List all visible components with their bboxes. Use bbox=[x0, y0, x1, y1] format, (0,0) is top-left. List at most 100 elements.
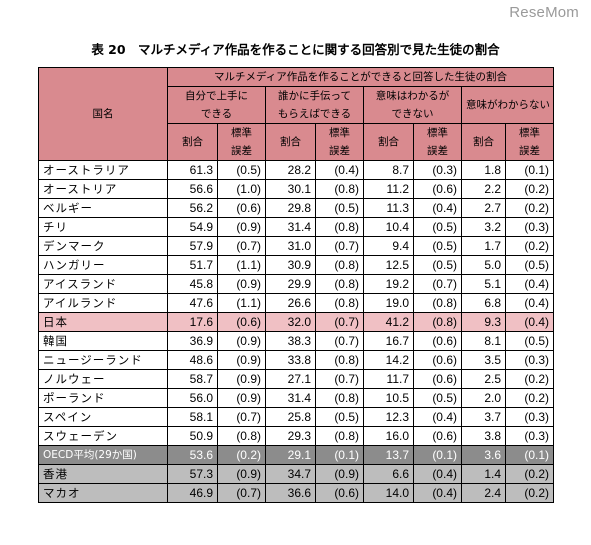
pct-header: 割合 bbox=[265, 123, 316, 161]
table-row: OECD平均(29か国) 53.6 (0.2) 29.1 (0.1) 13.7 (0.1) 3… bbox=[38, 445, 555, 465]
standard-error-cell: (0.4) bbox=[413, 198, 462, 218]
standard-error-cell: (0.8) bbox=[315, 179, 364, 199]
standard-error-cell: (0.3) bbox=[504, 426, 555, 446]
percentage-cell: 38.3 bbox=[265, 331, 316, 351]
standard-error-cell: (0.3) bbox=[504, 407, 555, 427]
percentage-cell: 56.6 bbox=[167, 179, 218, 199]
standard-error-cell: (0.5) bbox=[413, 236, 462, 256]
standard-error-cell: (0.3) bbox=[504, 217, 555, 237]
standard-error-cell: (0.2) bbox=[504, 179, 555, 199]
percentage-cell: 3.8 bbox=[461, 426, 506, 446]
country-name-cell: 香港 bbox=[38, 464, 168, 484]
standard-error-cell: (0.5) bbox=[413, 388, 462, 408]
standard-error-cell: (0.8) bbox=[413, 312, 462, 332]
percentage-cell: 30.9 bbox=[265, 255, 316, 275]
standard-error-cell: (0.9) bbox=[217, 274, 266, 294]
country-name-cell: ノルウェー bbox=[38, 369, 168, 389]
se-header: 標準 誤差 bbox=[413, 123, 462, 161]
percentage-cell: 41.2 bbox=[363, 312, 414, 332]
pct-header: 割合 bbox=[363, 123, 414, 161]
country-column-header: 国名 bbox=[38, 67, 168, 161]
standard-error-cell: (0.8) bbox=[315, 255, 364, 275]
country-name-cell: ベルギー bbox=[38, 198, 168, 218]
standard-error-cell: (0.2) bbox=[504, 236, 555, 256]
standard-error-cell: (0.9) bbox=[217, 464, 266, 484]
percentage-cell: 16.7 bbox=[363, 331, 414, 351]
standard-error-cell: (0.9) bbox=[217, 217, 266, 237]
country-name-cell: アイスランド bbox=[38, 274, 168, 294]
percentage-cell: 57.3 bbox=[167, 464, 218, 484]
percentage-cell: 2.0 bbox=[461, 388, 506, 408]
percentage-cell: 56.0 bbox=[167, 388, 218, 408]
standard-error-cell: (0.9) bbox=[315, 464, 364, 484]
table-row: アイスランド 45.8 (0.9) 29.9 (0.8) 19.2 (0.7) 5.1 (0.4… bbox=[38, 274, 555, 294]
country-name-cell: オーストラリア bbox=[38, 160, 168, 180]
standard-error-cell: (0.5) bbox=[217, 160, 266, 180]
standard-error-cell: (0.3) bbox=[504, 350, 555, 370]
percentage-cell: 29.3 bbox=[265, 426, 316, 446]
percentage-cell: 16.0 bbox=[363, 426, 414, 446]
percentage-cell: 58.7 bbox=[167, 369, 218, 389]
category-header: 意味がわからない bbox=[460, 86, 555, 124]
table-row: デンマーク 57.9 (0.7) 31.0 (0.7) 9.4 (0.5) 1.7 (0.2) bbox=[38, 236, 555, 256]
percentage-cell: 3.7 bbox=[461, 407, 506, 427]
percentage-cell: 53.6 bbox=[167, 445, 218, 465]
percentage-cell: 25.8 bbox=[265, 407, 316, 427]
country-name-cell: スペイン bbox=[38, 407, 168, 427]
standard-error-cell: (0.9) bbox=[217, 331, 266, 351]
percentage-cell: 34.7 bbox=[265, 464, 316, 484]
percentage-cell: 11.7 bbox=[363, 369, 414, 389]
percentage-cell: 58.1 bbox=[167, 407, 218, 427]
se-header: 標準 誤差 bbox=[504, 123, 555, 161]
table-row: スペイン 58.1 (0.7) 25.8 (0.5) 12.3 (0.4) 3.7 (0.3) bbox=[38, 407, 555, 427]
standard-error-cell: (0.6) bbox=[315, 483, 364, 503]
percentage-cell: 61.3 bbox=[167, 160, 218, 180]
country-name-cell: チリ bbox=[38, 217, 168, 237]
standard-error-cell: (0.7) bbox=[315, 236, 364, 256]
percentage-cell: 54.9 bbox=[167, 217, 218, 237]
percentage-cell: 2.7 bbox=[461, 198, 506, 218]
standard-error-cell: (0.6) bbox=[413, 179, 462, 199]
standard-error-cell: (0.4) bbox=[504, 312, 555, 332]
table-row: マカオ 46.9 (0.7) 36.6 (0.6) 14.0 (0.4) 2.4 (0.2) bbox=[38, 483, 555, 503]
table-row: ニュージーランド 48.6 (0.9) 33.8 (0.8) 14.2 (0.6) 3.5 (0… bbox=[38, 350, 555, 370]
percentage-cell: 27.1 bbox=[265, 369, 316, 389]
standard-error-cell: (0.9) bbox=[217, 388, 266, 408]
percentage-cell: 29.9 bbox=[265, 274, 316, 294]
percentage-cell: 6.6 bbox=[363, 464, 414, 484]
country-name-cell: スウェーデン bbox=[38, 426, 168, 446]
standard-error-cell: (0.2) bbox=[504, 198, 555, 218]
table-row: チリ 54.9 (0.9) 31.4 (0.8) 10.4 (0.5) 3.2 (0.3) bbox=[38, 217, 555, 237]
standard-error-cell: (0.1) bbox=[413, 445, 462, 465]
group-header: マルチメディア作品を作ることができると回答した生徒の割合 bbox=[166, 67, 555, 87]
standard-error-cell: (0.4) bbox=[504, 293, 555, 313]
standard-error-cell: (0.5) bbox=[504, 255, 555, 275]
percentage-cell: 12.5 bbox=[363, 255, 414, 275]
percentage-cell: 11.3 bbox=[363, 198, 414, 218]
table-title: 表 20 マルチメディア作品を作ることに関する回答別で見た生徒の割合 bbox=[91, 42, 500, 57]
standard-error-cell: (0.8) bbox=[315, 217, 364, 237]
standard-error-cell: (0.9) bbox=[217, 369, 266, 389]
percentage-cell: 46.9 bbox=[167, 483, 218, 503]
percentage-cell: 57.9 bbox=[167, 236, 218, 256]
table-row: ハンガリー 51.7 (1.1) 30.9 (0.8) 12.5 (0.5) 5.0 (0.5) bbox=[38, 255, 555, 275]
pct-header: 割合 bbox=[461, 123, 506, 161]
percentage-cell: 8.7 bbox=[363, 160, 414, 180]
standard-error-cell: (0.6) bbox=[413, 369, 462, 389]
standard-error-cell: (0.7) bbox=[217, 236, 266, 256]
standard-error-cell: (0.8) bbox=[315, 388, 364, 408]
country-name-cell: 日本 bbox=[38, 312, 168, 332]
standard-error-cell: (0.5) bbox=[413, 255, 462, 275]
table-row: オーストリア 56.6 (1.0) 30.1 (0.8) 11.2 (0.6) 2.2 (0.2… bbox=[38, 179, 555, 199]
se-header: 標準 誤差 bbox=[217, 123, 266, 161]
standard-error-cell: (0.1) bbox=[315, 445, 364, 465]
standard-error-cell: (0.7) bbox=[315, 312, 364, 332]
standard-error-cell: (0.6) bbox=[413, 331, 462, 351]
percentage-cell: 45.8 bbox=[167, 274, 218, 294]
standard-error-cell: (0.2) bbox=[217, 445, 266, 465]
country-name-cell: デンマーク bbox=[38, 236, 168, 256]
percentage-cell: 2.5 bbox=[461, 369, 506, 389]
standard-error-cell: (0.5) bbox=[413, 217, 462, 237]
percentage-cell: 47.6 bbox=[167, 293, 218, 313]
category-header: 自分で上手に できる bbox=[167, 86, 266, 124]
